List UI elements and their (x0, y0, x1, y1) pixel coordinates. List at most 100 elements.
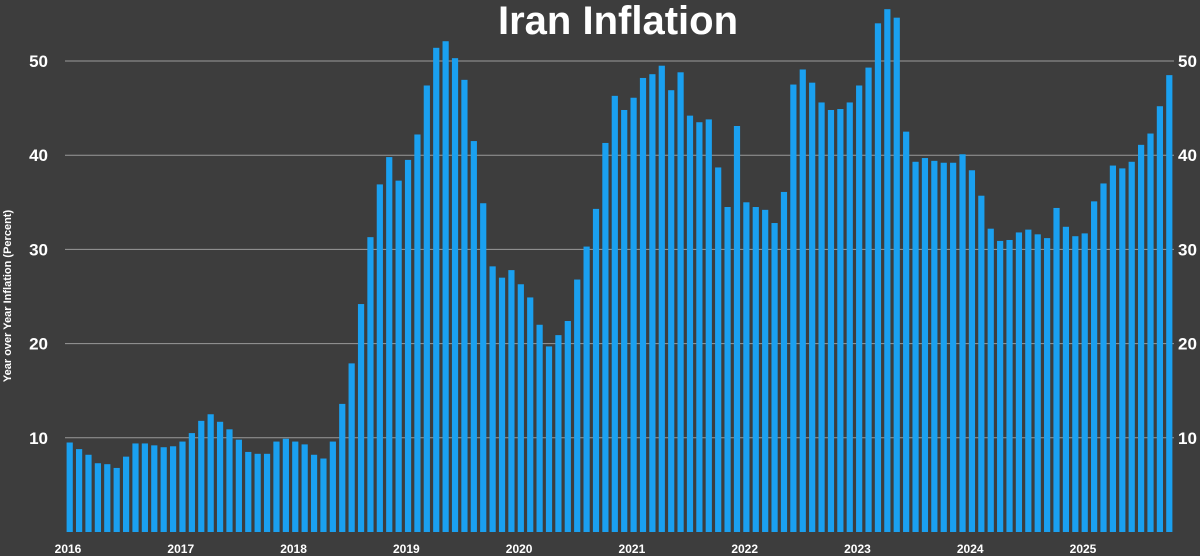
bar-2024-09 (1044, 238, 1051, 532)
bar-2021-06 (677, 72, 684, 533)
x-tick-2018: 2018 (280, 542, 307, 556)
bar-2022-05 (780, 191, 788, 532)
bar-2023-07 (912, 161, 919, 533)
bar-2021-02 (639, 77, 647, 533)
bar-2018-11 (386, 157, 393, 532)
bar-2022-09 (818, 102, 825, 532)
bar-2016-01 (66, 442, 73, 532)
bar-2019-06 (451, 58, 459, 533)
bar-2019-08 (470, 141, 477, 532)
bar-2018-06 (339, 403, 346, 532)
bar-2024-12 (1072, 236, 1079, 532)
bar-2021-11 (724, 207, 731, 532)
bar-2016-11 (160, 447, 167, 532)
bar-2022-12 (846, 102, 853, 532)
bar-2022-02 (752, 207, 759, 532)
bar-2023-06 (903, 131, 910, 532)
bar-2019-11 (498, 277, 506, 532)
bar-2024-11 (1062, 226, 1070, 533)
bar-2017-10 (263, 453, 271, 532)
x-axis: 2016 2017 2018 2019 2020 2021 2022 2023 2024 2025 (55, 542, 1097, 556)
bar-2021-07 (686, 115, 694, 532)
x-tick-2023: 2023 (844, 542, 871, 556)
bar-2021-01 (630, 97, 637, 533)
y-tick-right-50: 50 (1178, 52, 1197, 71)
bar-2019-01 (404, 159, 412, 532)
bar-2023-08 (921, 158, 929, 532)
bar-2016-10 (151, 445, 158, 532)
y-tick-left-10: 10 (29, 429, 48, 448)
bar-2024-04 (997, 240, 1004, 533)
bar-2023-03 (874, 23, 882, 532)
bar-2020-07 (574, 279, 581, 532)
bar-2020-08 (583, 246, 590, 532)
bar-series (66, 9, 1173, 533)
bar-2025-09 (1156, 106, 1163, 532)
bar-2019-04 (433, 47, 440, 533)
bar-2022-06 (790, 84, 797, 533)
bar-2016-05 (104, 464, 111, 532)
bar-2017-01 (179, 441, 186, 532)
bar-2024-10 (1053, 207, 1060, 532)
bar-2022-01 (743, 202, 750, 533)
bar-2024-01 (968, 170, 976, 532)
bar-2018-02 (301, 444, 308, 532)
bar-2025-03 (1100, 183, 1107, 532)
y-tick-left-30: 30 (29, 240, 48, 259)
y-tick-right-20: 20 (1178, 335, 1197, 354)
bar-2024-08 (1034, 234, 1041, 532)
y-tick-left-50: 50 (29, 52, 48, 71)
bar-2019-03 (423, 85, 430, 533)
bar-2016-09 (141, 443, 148, 532)
x-tick-2024: 2024 (957, 542, 984, 556)
x-tick-2019: 2019 (393, 542, 420, 556)
bar-2020-12 (621, 109, 628, 532)
bar-2019-02 (414, 134, 421, 533)
bar-2025-04 (1109, 165, 1117, 532)
bar-2019-05 (442, 41, 449, 532)
bar-2020-04 (545, 346, 553, 532)
bar-2021-04 (658, 65, 665, 533)
x-tick-2016: 2016 (55, 542, 82, 556)
bar-2018-08 (357, 304, 365, 532)
bar-2025-06 (1128, 161, 1135, 533)
bar-2024-07 (1025, 229, 1032, 532)
bar-2020-02 (527, 297, 534, 532)
x-tick-2021: 2021 (619, 542, 646, 556)
bar-2020-10 (602, 142, 609, 532)
bar-2023-05 (893, 17, 900, 533)
bar-2016-02 (76, 449, 83, 532)
bar-2017-12 (282, 438, 289, 532)
bar-2018-01 (292, 441, 299, 532)
bar-2023-10 (940, 162, 947, 533)
bar-2019-07 (461, 79, 468, 532)
bar-2016-04 (94, 463, 101, 532)
bar-2023-04 (884, 9, 891, 532)
bar-2025-07 (1138, 144, 1145, 532)
bar-2024-03 (987, 228, 994, 532)
bar-2024-02 (978, 195, 985, 532)
bar-2016-12 (169, 446, 177, 532)
y-tick-right-30: 30 (1178, 240, 1197, 259)
y-tick-right-10: 10 (1178, 429, 1197, 448)
bar-2019-10 (489, 266, 496, 532)
bar-2024-06 (1015, 232, 1023, 532)
bar-2022-10 (827, 109, 835, 532)
bar-2025-02 (1091, 201, 1098, 533)
bar-2020-09 (592, 208, 600, 532)
bar-2024-05 (1006, 239, 1013, 533)
bar-2017-04 (207, 414, 214, 532)
bar-2025-01 (1081, 233, 1088, 532)
bar-2020-03 (536, 324, 543, 532)
bar-2018-07 (348, 363, 355, 532)
bar-2017-05 (216, 421, 224, 532)
bar-2019-12 (508, 270, 515, 532)
bar-2022-08 (809, 82, 816, 533)
bar-2017-09 (254, 453, 261, 532)
bar-2017-08 (245, 451, 252, 532)
x-tick-2017: 2017 (167, 542, 194, 556)
bar-2021-12 (733, 126, 741, 532)
bar-2020-11 (611, 95, 618, 532)
y-tick-right-40: 40 (1178, 146, 1197, 165)
bar-2023-02 (865, 67, 872, 532)
